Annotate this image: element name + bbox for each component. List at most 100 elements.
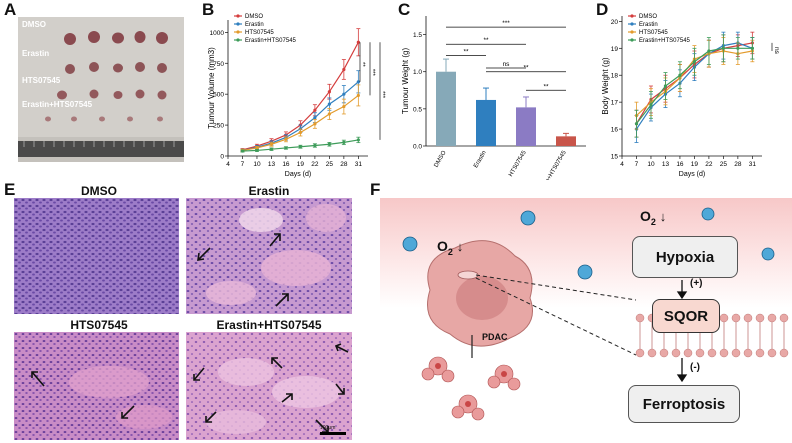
data-point — [313, 116, 317, 120]
he-title-erastin: Erastin — [248, 184, 290, 198]
tumour-hts-1 — [57, 90, 67, 100]
x-tick-label: 22 — [311, 161, 319, 168]
arrow-e4-1 — [193, 367, 205, 381]
series-line-1 — [242, 81, 359, 152]
sig-label: ** — [523, 65, 529, 72]
sig-label: ** — [463, 48, 469, 55]
ferroptosis-box: Ferroptosis — [628, 385, 740, 423]
data-point — [356, 138, 360, 142]
data-point — [678, 73, 682, 77]
legend-marker — [630, 14, 634, 18]
y-tick-label: 500 — [213, 92, 224, 99]
tumour-photo — [18, 17, 184, 162]
sqor-box: SQOR — [652, 299, 720, 333]
data-point — [692, 60, 697, 64]
row-label-hts: HTS07545 — [22, 76, 61, 85]
arrow-e4-4 — [205, 411, 217, 423]
data-point — [663, 84, 668, 88]
y-tick-label: 18 — [611, 73, 619, 80]
sig-label: ** — [483, 37, 489, 44]
x-axis-label: Days (d) — [679, 171, 705, 178]
sig-label: ** — [543, 83, 549, 90]
legend-label: HTS07545 — [639, 30, 668, 36]
x-tick-label: 19 — [691, 161, 699, 168]
he-title-combo: Erastin+HTS07545 — [216, 318, 322, 332]
x-tick-label: 7 — [635, 161, 639, 168]
legend-label: Erastin — [245, 22, 264, 28]
legend-marker — [236, 30, 240, 34]
tumour-erastin-4 — [135, 62, 145, 72]
data-point — [649, 103, 653, 107]
legend-marker — [630, 22, 634, 26]
tumour-hts-5 — [157, 90, 167, 100]
data-point — [707, 49, 711, 53]
data-point — [284, 146, 288, 150]
x-tick-label: Erastin+HTS07545 — [537, 149, 568, 180]
data-point — [736, 46, 740, 50]
bar-1 — [476, 99, 496, 146]
sig-label: ns — [503, 61, 511, 68]
data-point — [313, 143, 317, 148]
data-point — [327, 142, 331, 146]
y-tick-label: 17 — [611, 100, 619, 107]
x-tick-label: 19 — [297, 161, 305, 168]
y-tick-label: 0.5 — [413, 106, 422, 113]
x-tick-label: Erastin — [473, 150, 488, 169]
legend-marker — [236, 22, 240, 26]
data-point — [356, 40, 360, 44]
oxygen-droplets — [402, 207, 775, 280]
sig-label-1: ** — [359, 62, 365, 67]
data-point — [313, 122, 317, 126]
x-tick-label: 13 — [662, 161, 670, 168]
pdac-label: PDAC — [482, 332, 508, 342]
data-point — [255, 146, 259, 150]
row-label-combo: Erastin+HTS07545 — [22, 100, 93, 109]
he-image-hts — [14, 332, 179, 440]
x-tick-label: 10 — [253, 161, 261, 168]
legend-marker — [236, 38, 240, 42]
x-tick-label: HTS07545 — [508, 149, 528, 177]
arrow-e4-6 — [335, 383, 345, 395]
body-weight-chart: 15 16 17 18 19 20 4 7 10 13 16 19 22 25 28 31 Days (d) Bo… — [601, 14, 780, 178]
x-tick-label: 31 — [355, 161, 363, 168]
tumour-dmso-2 — [88, 31, 100, 43]
data-point — [269, 147, 274, 151]
panel-letter-e: E — [4, 180, 16, 199]
tumour-dmso-1 — [64, 33, 76, 45]
data-point — [327, 90, 331, 94]
arrow-e4-3 — [335, 345, 349, 353]
arrow-e2-3 — [275, 293, 289, 307]
y-axis-label: Tumour Volume (mm3) — [207, 47, 216, 129]
data-point — [298, 130, 303, 135]
plus-label: (+) — [690, 278, 703, 289]
tumour-combo-4 — [127, 116, 133, 122]
panel-letter-a: A — [4, 0, 17, 19]
x-tick-label: 31 — [749, 161, 757, 168]
legend-label: Erastin — [639, 22, 658, 28]
he-title-hts: HTS07545 — [70, 318, 128, 332]
data-point — [634, 122, 639, 126]
tumour-combo-2 — [71, 116, 77, 122]
y-tick-label: 16 — [611, 127, 619, 134]
o2-right-label: O2 ↓ — [640, 208, 667, 227]
tumour-dmso-4 — [134, 31, 146, 43]
arrow-e3-1 — [31, 371, 45, 387]
legend-marker — [236, 14, 240, 18]
data-point — [342, 92, 346, 96]
arrow-e4-7 — [315, 419, 329, 433]
data-point — [342, 140, 346, 144]
sig-label-d: ns — [773, 47, 780, 55]
data-point — [356, 80, 360, 84]
data-point — [327, 102, 331, 106]
legend-label: Erastin+HTS07545 — [639, 38, 691, 44]
arrow-e3-2 — [121, 405, 135, 419]
data-point — [327, 112, 331, 116]
bar-3 — [556, 136, 576, 146]
y-tick-label: 1.5 — [413, 32, 422, 39]
legend-marker — [630, 30, 634, 34]
mitochondrion — [457, 270, 479, 280]
data-point — [356, 93, 360, 98]
tumour-dmso-3 — [112, 32, 124, 44]
tumour-erastin-5 — [157, 63, 167, 73]
x-axis-label: Days (d) — [285, 171, 311, 178]
